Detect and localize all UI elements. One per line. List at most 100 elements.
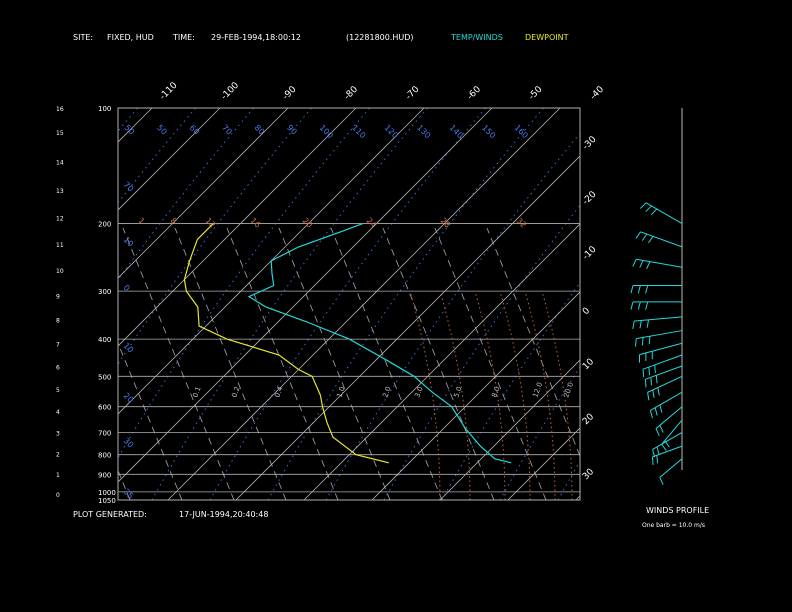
site-value: FIXED, HUD — [107, 33, 154, 42]
mixing-ratio-line — [439, 291, 471, 500]
height-tick-label: 2 — [56, 452, 60, 459]
mixing-ratio-line — [409, 291, 441, 500]
time-value: 29-FEB-1994,18:00:12 — [211, 33, 301, 42]
isotherm-label-right: 10 — [581, 357, 596, 372]
plot-generated-label: PLOT GENERATED: — [73, 510, 147, 519]
moist-adiabat-label: 3.0 — [413, 385, 424, 398]
wind-barb-feather — [661, 443, 667, 452]
wind-barb-feather — [632, 320, 635, 329]
dry-adiabat — [0, 108, 80, 500]
wind-barb — [647, 375, 683, 393]
isotherm — [371, 291, 580, 500]
wind-barb — [652, 431, 683, 450]
isotherm-label-top: -70 — [404, 84, 422, 102]
pressure-tick-label: 1050 — [98, 497, 116, 505]
plot-generated-value: 17-JUN-1994,20:40:48 — [179, 510, 269, 519]
dry-adiabat — [616, 108, 792, 500]
wind-barb-feather — [635, 338, 637, 347]
moist-adiabat — [226, 227, 339, 500]
dry-adiabat — [383, 204, 580, 500]
winds-profile-title: WINDS PROFILE — [646, 506, 710, 515]
pressure-tick-label: 900 — [98, 471, 111, 479]
height-tick-label: 15 — [56, 130, 64, 137]
dry-adiabat — [209, 108, 486, 500]
isotherm-label-right: 30 — [581, 467, 596, 482]
isotherm — [118, 108, 221, 211]
isotherm-label-right: -10 — [581, 244, 599, 262]
wind-barb-feather — [635, 231, 642, 239]
wind-barb-feather — [647, 392, 650, 401]
wind-barb-feather — [641, 233, 648, 241]
dry-adiabat-label-left: 10 — [122, 341, 136, 355]
mixing-ratio-label: 8 — [169, 216, 179, 226]
moist-adiabat-label: 20.0 — [562, 381, 575, 398]
wind-barb-feather — [639, 320, 642, 329]
height-tick-label: 5 — [56, 387, 60, 394]
isotherm — [167, 108, 561, 500]
pressure-tick-label: 1000 — [98, 489, 116, 497]
dry-adiabat — [151, 108, 428, 500]
isotherm-label-top: -110 — [158, 80, 180, 102]
wind-barb-feather — [649, 410, 653, 419]
height-tick-label: 14 — [56, 160, 64, 167]
moist-adiabat — [0, 228, 78, 500]
isotherm — [118, 108, 289, 279]
wind-barb-feather — [640, 202, 647, 209]
dry-adiabat — [267, 108, 544, 500]
wind-barb-feather — [645, 285, 649, 294]
mixing-ratio-label: 24 — [365, 216, 379, 230]
moist-adiabat — [122, 227, 235, 500]
wind-barb-feather — [632, 259, 637, 267]
legend-dewpoint: DEWPOINT — [525, 33, 569, 42]
wind-barb-feather — [642, 369, 645, 378]
isotherm-label-top: -90 — [281, 84, 299, 102]
winds-profile-note: One barb = 10.0 m/s — [642, 522, 705, 529]
dry-adiabat — [118, 108, 196, 204]
site-label: SITE: — [73, 33, 94, 42]
height-tick-label: 10 — [56, 268, 64, 275]
height-tick-label: 16 — [56, 106, 64, 113]
mixing-ratio-line — [474, 291, 506, 500]
wind-barb-feather — [659, 477, 664, 485]
wind-barb-feather — [630, 301, 634, 310]
wind-barb-feather — [655, 428, 660, 437]
wind-barb-feather — [656, 455, 659, 464]
time-label: TIME: — [173, 33, 195, 42]
wind-barb-feather — [648, 367, 651, 376]
height-tick-label: 3 — [56, 431, 60, 438]
wind-barb — [636, 258, 683, 268]
moist-adiabat-label: 12.0 — [531, 381, 544, 398]
dry-adiabat — [118, 108, 370, 459]
height-tick-label: 7 — [56, 341, 60, 348]
wind-barb-feather — [656, 446, 660, 455]
pressure-tick-label: 400 — [98, 336, 111, 344]
wind-barb-feather — [637, 301, 641, 310]
dry-adiabat — [325, 132, 580, 500]
wind-barb — [645, 202, 683, 224]
pressure-tick-label: 100 — [98, 105, 111, 113]
pressure-tick-label: 700 — [98, 429, 111, 437]
wind-barb — [661, 419, 683, 445]
pressure-tick-label: 300 — [98, 288, 111, 296]
dry-adiabat-label: 120 — [383, 123, 400, 140]
moist-adiabat — [0, 228, 26, 500]
wind-barb-feather — [657, 387, 660, 396]
wind-barb — [642, 354, 683, 370]
dry-adiabat-label-left: 30 — [122, 436, 136, 450]
isotherm-label-top: -40 — [589, 84, 607, 102]
wind-barb — [652, 445, 683, 458]
mixing-ratio-label: 12 — [204, 216, 218, 230]
wind-barb-feather — [648, 236, 654, 244]
wind-barb — [634, 316, 683, 322]
moist-adiabat-label: 0.1 — [191, 385, 202, 398]
mixing-ratio-line — [524, 291, 556, 500]
dry-adiabat — [732, 108, 792, 500]
moist-adiabat — [118, 342, 183, 500]
legend-temp-winds: TEMP/WINDS — [451, 33, 503, 42]
dry-adiabat-label: 160 — [513, 123, 530, 140]
dry-adiabat-label: 50 — [155, 123, 169, 137]
wind-barb-feather — [646, 319, 650, 328]
isotherm — [780, 108, 792, 500]
dry-adiabat — [441, 281, 580, 500]
height-tick-label: 9 — [56, 293, 60, 300]
